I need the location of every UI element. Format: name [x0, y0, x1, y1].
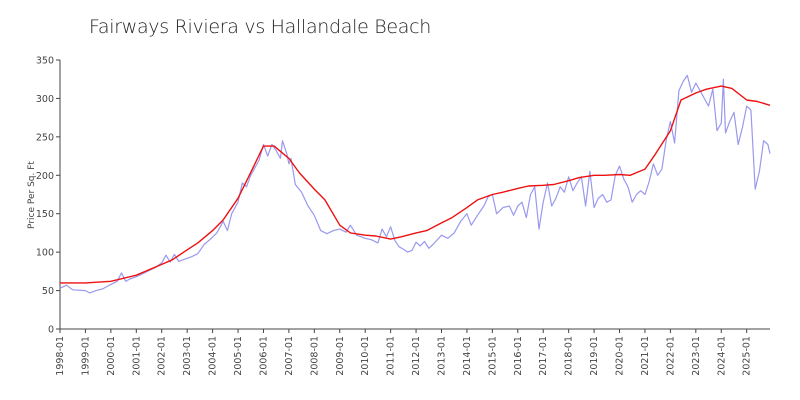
series-line-2	[60, 85, 771, 284]
x-tick-label: 2021-01	[640, 336, 651, 376]
x-tick-label: 2016-01	[513, 336, 524, 376]
x-tick-label: 2002-01	[157, 336, 168, 376]
x-tick-label: 2001-01	[131, 336, 142, 376]
axes: 0 50 100 150 200 250 300 350 1998-01 1999-01 2000-…	[36, 56, 770, 376]
x-tick-label: 2020-01	[615, 336, 626, 376]
x-tick-label: 2009-01	[335, 336, 346, 376]
x-tick-label: 2013-01	[436, 336, 447, 376]
y-tick-label: 150	[36, 209, 54, 220]
x-tick-label: 2015-01	[487, 336, 498, 376]
x-tick-label: 2008-01	[309, 336, 320, 376]
y-tick-label: 350	[36, 56, 54, 67]
x-tick-label: 2017-01	[538, 336, 549, 376]
y-tick-label: 100	[36, 248, 54, 259]
y-tick-label: 0	[48, 325, 54, 336]
x-tick-label: 2024-01	[716, 336, 727, 376]
chart-title: Fairways Riviera vs Hallandale Beach	[89, 16, 431, 38]
x-tick-label: 2018-01	[564, 336, 575, 376]
y-axis-label-group: Price Per Sq. Ft	[27, 161, 37, 229]
series-line-1	[59, 74, 771, 294]
x-tick-label: 2022-01	[665, 336, 676, 376]
x-tick-label: 2019-01	[589, 336, 600, 376]
x-tick-label: 2012-01	[411, 336, 422, 376]
x-tick-label: 1998-01	[55, 336, 66, 376]
y-tick-label: 200	[36, 171, 54, 182]
x-tick-label: 2023-01	[691, 336, 702, 376]
y-axis-label: Price Per Sq. Ft	[27, 161, 37, 229]
x-tick-label: 2003-01	[182, 336, 193, 376]
x-tick-label: 2005-01	[233, 336, 244, 376]
x-tick-label: 2007-01	[284, 336, 295, 376]
y-tick-label: 300	[36, 94, 54, 105]
x-tick-label: 2025-01	[742, 336, 753, 376]
x-tick-label: 2006-01	[258, 336, 269, 376]
series-layer	[59, 74, 771, 294]
x-tick-label: 1999-01	[80, 336, 91, 376]
x-tick-label: 2010-01	[360, 336, 371, 376]
x-tick-label: 2000-01	[106, 336, 117, 376]
y-tick-label: 50	[42, 286, 54, 297]
x-tick-label: 2014-01	[462, 336, 473, 376]
x-tick-label: 2011-01	[386, 336, 397, 376]
x-tick-label: 2004-01	[208, 336, 219, 376]
y-tick-label: 250	[36, 132, 54, 143]
